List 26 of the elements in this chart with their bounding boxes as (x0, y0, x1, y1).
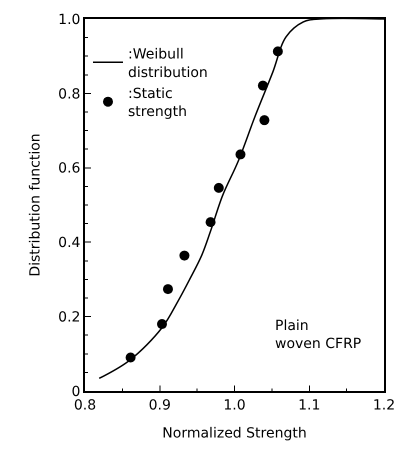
point (259, 115, 270, 126)
point (214, 182, 224, 193)
annotation: Plain woven CFRP (275, 318, 362, 352)
point (162, 284, 173, 294)
x-axis-title: Normalized Strength (162, 425, 307, 442)
x-tick-label: 1.0 (223, 398, 246, 414)
x-tick-label: 0.9 (148, 398, 171, 414)
point (272, 46, 283, 56)
x-tick-label: 1.2 (372, 398, 396, 414)
legend-label: :Static strength (128, 86, 187, 120)
y-tick-label: 0.4 (58, 235, 81, 252)
x-tick-label: 1.1 (298, 398, 320, 414)
point (179, 250, 190, 261)
y-tick-label: 0.6 (58, 160, 81, 177)
legend-label: :Weibull distribution (128, 46, 208, 81)
x-tick-label: 0.8 (74, 398, 96, 414)
y-tick-label: 0.8 (58, 86, 80, 102)
point (235, 149, 246, 160)
y-tick-label: 1.0 (58, 12, 80, 28)
point (258, 80, 268, 91)
y-axis-title: Distribution function (27, 133, 44, 277)
point (156, 319, 167, 330)
point (126, 352, 136, 363)
y-tick-label: 0.2 (58, 310, 80, 326)
point (206, 217, 216, 228)
y-tick-label: 0 (72, 384, 80, 400)
